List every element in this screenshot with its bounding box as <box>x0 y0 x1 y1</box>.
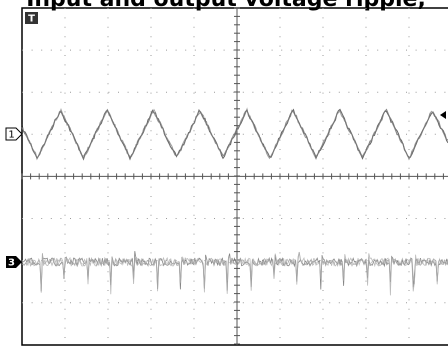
trigger-box <box>25 12 38 24</box>
channel-3-box <box>6 256 22 268</box>
channel-3-trace <box>21 252 448 295</box>
channel-1-box <box>5 127 23 141</box>
channel-3-marker: 3 <box>6 256 22 269</box>
channel-1-trace <box>21 107 448 161</box>
trigger-marker: T <box>25 12 38 25</box>
channel-3-label: 3 <box>8 258 15 269</box>
waveforms <box>21 107 448 296</box>
channel-1-marker: 1 <box>5 127 23 141</box>
trigger-label: T <box>28 14 35 25</box>
trigger-level-arrow <box>440 111 446 119</box>
channel-1-label: 1 <box>8 130 14 141</box>
clipped-title: Input and output voltage ripple, <box>26 0 426 12</box>
